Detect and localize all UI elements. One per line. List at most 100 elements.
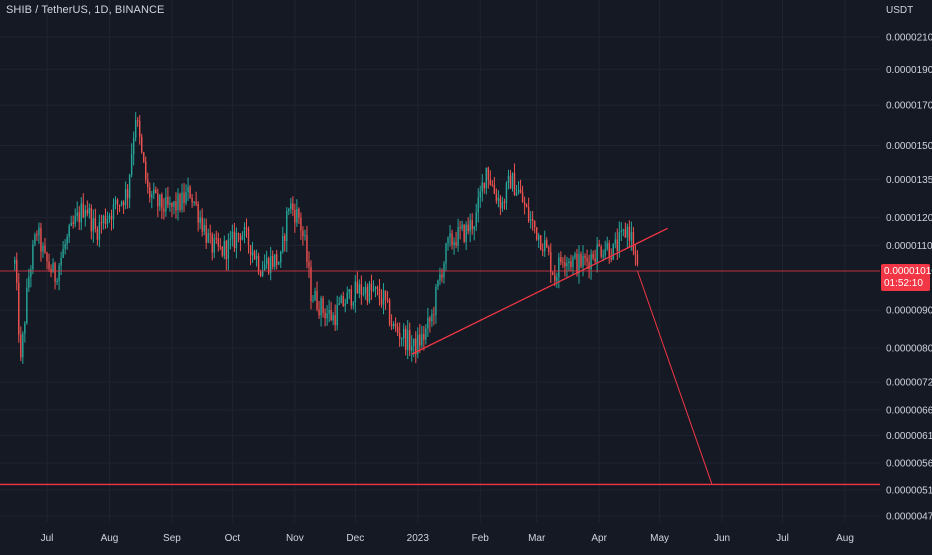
candle-body: [400, 338, 403, 340]
candle-body: [612, 243, 614, 260]
candle-body: [507, 175, 510, 184]
candle-body: [334, 315, 336, 326]
candle-body: [132, 137, 135, 155]
candle-body: [312, 300, 314, 302]
candle-body: [350, 289, 352, 306]
candle-body: [392, 323, 395, 326]
candle-body: [439, 274, 441, 281]
candle-body: [344, 303, 346, 306]
candle-body: [394, 323, 397, 328]
candle-body: [572, 257, 574, 268]
candle-body: [586, 257, 588, 262]
candle-body: [290, 203, 292, 209]
candle-body: [529, 219, 532, 221]
candle-body: [239, 234, 242, 240]
candle-body: [80, 203, 82, 223]
candle-body: [485, 167, 488, 189]
candle-body: [92, 218, 95, 232]
price-tag-box: [881, 264, 930, 292]
candle-body: [396, 327, 399, 333]
candle-body: [356, 281, 359, 294]
candle-body: [298, 208, 300, 218]
candle-body: [425, 328, 427, 340]
candle-body: [20, 334, 22, 358]
candle-body: [108, 215, 111, 220]
candle-body: [175, 201, 177, 211]
candle-body: [179, 194, 181, 210]
candle-body: [326, 313, 328, 319]
candle-body: [82, 203, 84, 218]
candle-body: [570, 261, 572, 268]
candle-body: [604, 249, 606, 256]
candle-body: [481, 182, 483, 192]
candle-body: [257, 255, 260, 272]
candle-body: [388, 299, 391, 325]
candle-body: [447, 237, 449, 244]
candle-body: [332, 315, 334, 321]
candle-body: [435, 286, 437, 315]
candle-body: [608, 243, 610, 259]
candle-body: [610, 258, 612, 260]
candle-body: [68, 226, 70, 238]
grid: [0, 0, 880, 522]
candle-body: [620, 230, 623, 233]
x-tick-label: May: [650, 533, 669, 544]
candle-body: [521, 192, 524, 203]
candle-body: [429, 317, 431, 322]
candle-body: [548, 247, 550, 253]
candle-body: [62, 248, 64, 258]
candle-body: [330, 309, 332, 321]
candle-body: [384, 290, 387, 300]
candle-body: [544, 240, 546, 252]
candle-body: [40, 227, 42, 252]
candle-body: [614, 239, 616, 244]
candle-body: [517, 189, 520, 193]
x-tick-label: Jul: [41, 533, 54, 544]
candle-body: [624, 229, 627, 238]
candle-body: [453, 242, 455, 246]
candle-body: [616, 239, 618, 252]
candle-body: [227, 239, 230, 260]
candle-body: [94, 218, 97, 230]
candle-body: [251, 251, 254, 256]
candle-body: [302, 230, 304, 237]
candle-body: [38, 227, 40, 236]
candle-body: [149, 187, 151, 198]
support-trendline: [411, 227, 668, 355]
candle-body: [499, 197, 502, 209]
candle-body: [531, 219, 534, 221]
candle-body: [24, 323, 26, 334]
candle-body: [576, 253, 578, 274]
candle-body: [237, 232, 240, 235]
x-axis: Jul Aug Sep Oct Nov Dec 2023 Feb Mar Apr May Jun Jul…: [41, 533, 854, 544]
candle-body: [535, 227, 538, 240]
candle-body: [145, 161, 147, 180]
candle-body: [292, 203, 294, 211]
candle-body: [261, 270, 264, 276]
candle-body: [421, 333, 423, 346]
candle-body: [102, 215, 105, 224]
candle-body: [523, 202, 526, 205]
x-tick-label: Feb: [472, 533, 490, 544]
candle-body: [223, 241, 226, 256]
candle-body: [58, 265, 60, 282]
candle-body: [503, 202, 506, 204]
candle-body: [235, 232, 238, 248]
candle-body: [70, 222, 72, 227]
candle-body: [437, 280, 439, 287]
candle-body: [352, 302, 355, 306]
candle-body: [493, 184, 496, 194]
candle-body: [42, 245, 44, 252]
candle-body: [594, 258, 596, 262]
candle-body: [205, 225, 207, 243]
candle-body: [247, 228, 250, 246]
candle-body: [48, 261, 50, 269]
candle-body: [618, 232, 621, 252]
candle-body: [56, 281, 58, 283]
candle-body: [78, 212, 80, 223]
candle-body: [338, 303, 340, 305]
candle-body: [213, 238, 215, 253]
candle-body: [14, 260, 16, 264]
